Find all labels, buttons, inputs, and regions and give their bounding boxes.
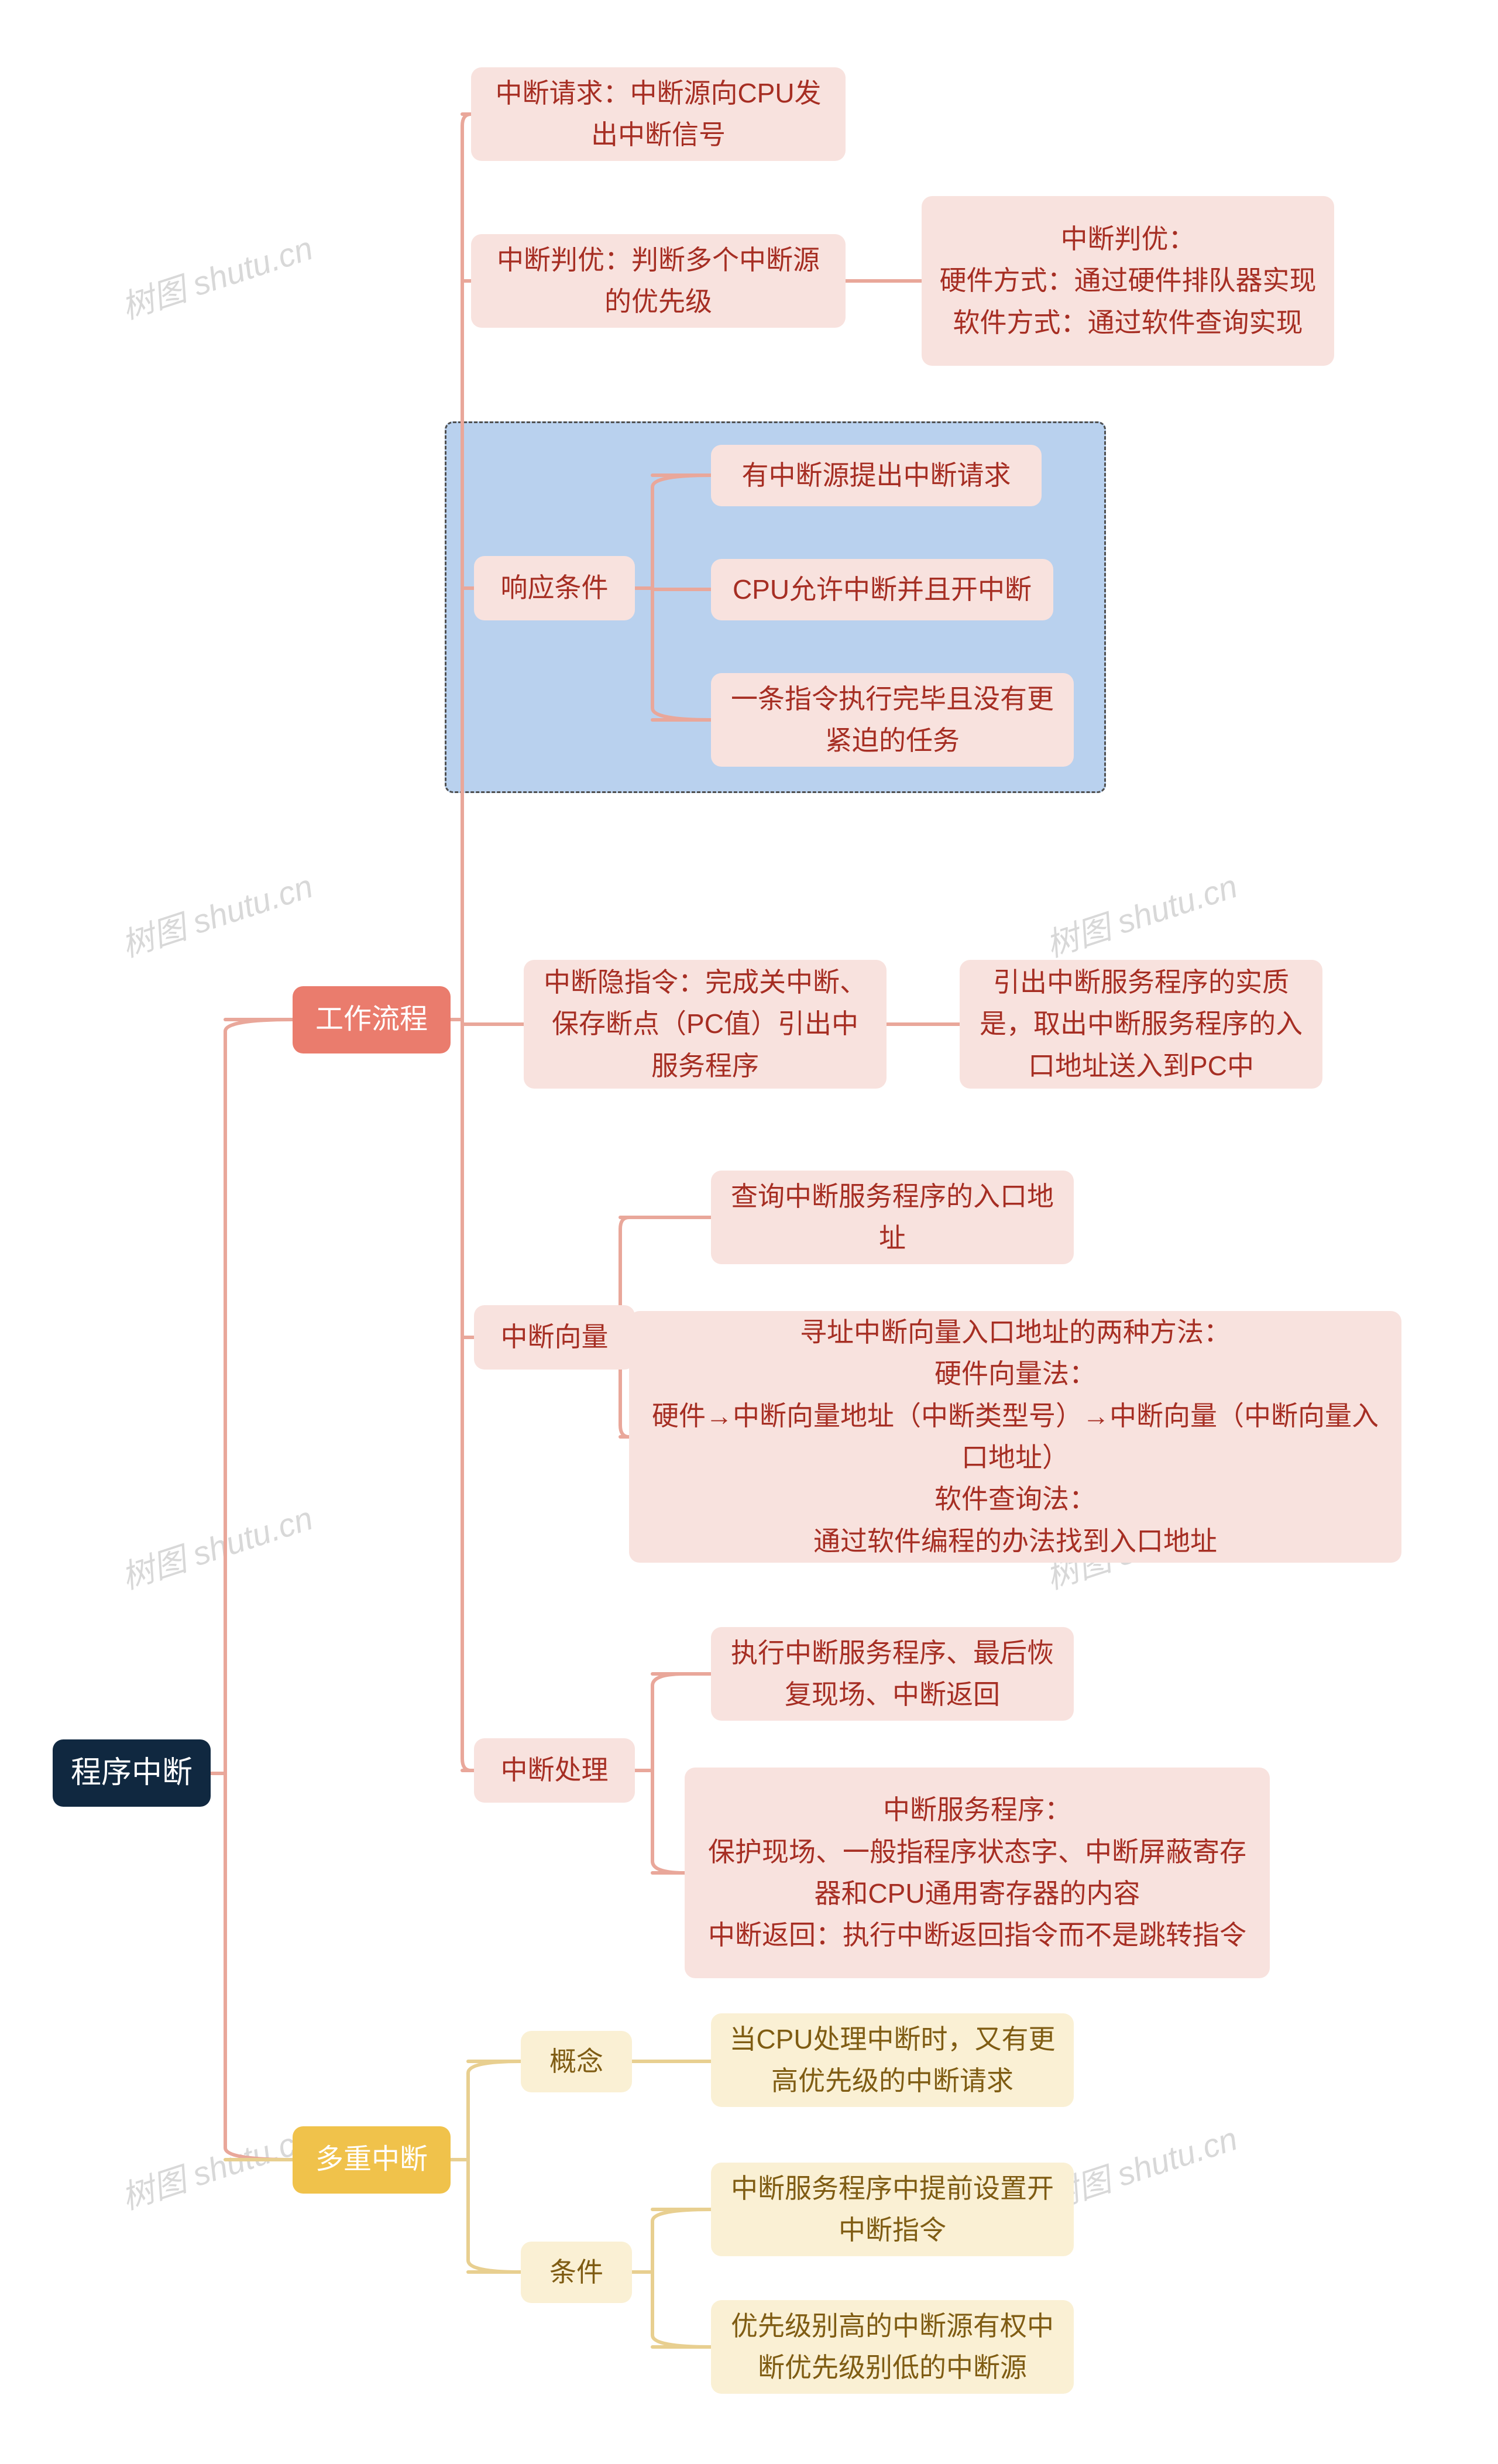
- watermark: 树图 shutu.cn: [115, 1492, 318, 1599]
- node-cond_a: 有中断源提出中断请求: [711, 445, 1042, 506]
- node-handle: 中断处理: [474, 1738, 635, 1803]
- node-concept_a: 当CPU处理中断时，又有更高优先级的中断请求: [711, 2013, 1074, 2107]
- node-multi: 多重中断: [293, 2126, 451, 2194]
- node-vector: 中断向量: [474, 1305, 635, 1370]
- node-vector_a: 查询中断服务程序的入口地址: [711, 1171, 1074, 1264]
- node-mcond: 条件: [521, 2242, 632, 2303]
- node-concept: 概念: [521, 2031, 632, 2092]
- node-cond_c: 一条指令执行完毕且没有更紧迫的任务: [711, 673, 1074, 767]
- watermark: 树图 shutu.cn: [115, 222, 318, 329]
- node-prio: 中断判优：判断多个中断源的优先级: [471, 234, 846, 328]
- node-prio_d: 中断判优： 硬件方式：通过硬件排队器实现 软件方式：通过软件查询实现: [922, 196, 1334, 366]
- watermark: 树图 shutu.cn: [115, 860, 318, 967]
- node-handle_a: 执行中断服务程序、最后恢复现场、中断返回: [711, 1627, 1074, 1721]
- node-hidden_a: 引出中断服务程序的实质是，取出中断服务程序的入口地址送入到PC中: [960, 960, 1322, 1089]
- node-hidden: 中断隐指令：完成关中断、保存断点（PC值）引出中服务程序: [524, 960, 887, 1089]
- node-mcond_b: 优先级别高的中断源有权中断优先级别低的中断源: [711, 2300, 1074, 2394]
- node-cond: 响应条件: [474, 556, 635, 620]
- node-root: 程序中断: [53, 1739, 211, 1807]
- watermark: 树图 shutu.cn: [1039, 860, 1243, 967]
- node-vector_b: 寻址中断向量入口地址的两种方法： 硬件向量法： 硬件→中断向量地址（中断类型号）…: [629, 1311, 1401, 1563]
- node-cond_b: CPU允许中断并且开中断: [711, 559, 1053, 620]
- watermark: 树图 shutu.cn: [115, 2113, 318, 2219]
- node-mcond_a: 中断服务程序中提前设置开中断指令: [711, 2163, 1074, 2256]
- node-workflow: 工作流程: [293, 986, 451, 1053]
- mindmap-canvas: 树图 shutu.cn 树图 shutu.cn 树图 shutu.cn 树图 shut…: [0, 0, 1498, 2464]
- node-handle_b: 中断服务程序： 保护现场、一般指程序状态字、中断屏蔽寄存器和CPU通用寄存器的内…: [685, 1768, 1270, 1978]
- node-req: 中断请求：中断源向CPU发出中断信号: [471, 67, 846, 161]
